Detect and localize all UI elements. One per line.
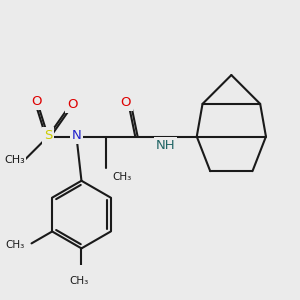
Text: CH₃: CH₃ bbox=[112, 172, 132, 182]
Text: N: N bbox=[72, 129, 81, 142]
Text: CH₃: CH₃ bbox=[4, 154, 25, 165]
Text: O: O bbox=[68, 98, 78, 111]
Text: O: O bbox=[31, 95, 41, 109]
Text: NH: NH bbox=[156, 139, 176, 152]
Text: CH₃: CH₃ bbox=[5, 240, 25, 250]
Text: S: S bbox=[44, 129, 52, 142]
Text: CH₃: CH₃ bbox=[70, 276, 89, 286]
Text: O: O bbox=[120, 96, 131, 109]
